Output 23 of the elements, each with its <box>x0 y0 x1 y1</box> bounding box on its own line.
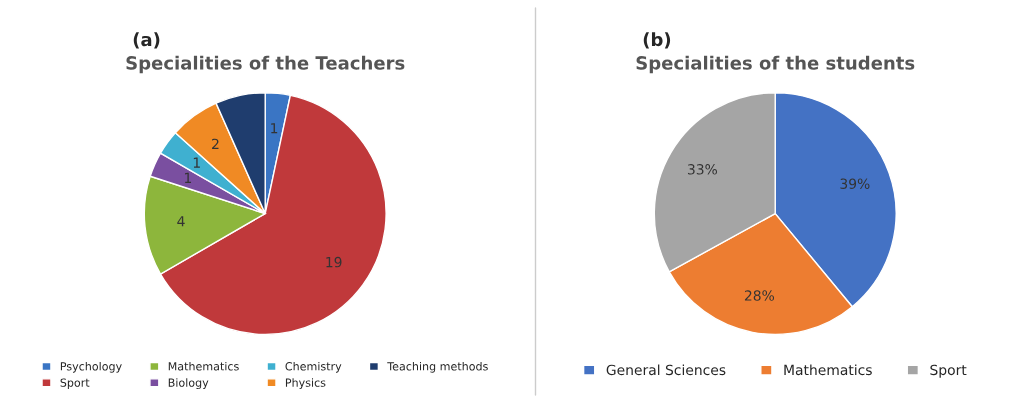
legend-label: Mathematics <box>168 361 239 371</box>
legend-label: Sport <box>930 364 967 378</box>
data-label: 2 <box>212 138 219 149</box>
legend-label: Mathematics <box>784 364 872 376</box>
legend-label: Psychology <box>60 361 122 373</box>
legend-label: Chemistry <box>285 361 342 373</box>
text: (a) <box>133 32 160 49</box>
legend-label: Biology <box>168 378 209 389</box>
data-label: 1 <box>184 172 192 183</box>
chart-title: Specialities of the students <box>636 55 915 74</box>
data-label: 19 <box>326 256 342 268</box>
data-label: 33% <box>687 164 718 175</box>
data-label: 28% <box>744 290 775 301</box>
legend-label: Sport <box>60 378 90 389</box>
legend-label: Teaching methods <box>387 361 488 373</box>
text: (b) <box>643 32 671 49</box>
data-label: 4 <box>177 216 185 227</box>
data-label: 1 <box>271 123 278 134</box>
legend-label: General Sciences <box>606 364 726 376</box>
legend-label: Physics <box>285 378 326 389</box>
chart-title: Specialities of the Teachers <box>126 55 405 74</box>
data-label: 39% <box>840 178 870 189</box>
data-label: 1 <box>193 157 200 168</box>
